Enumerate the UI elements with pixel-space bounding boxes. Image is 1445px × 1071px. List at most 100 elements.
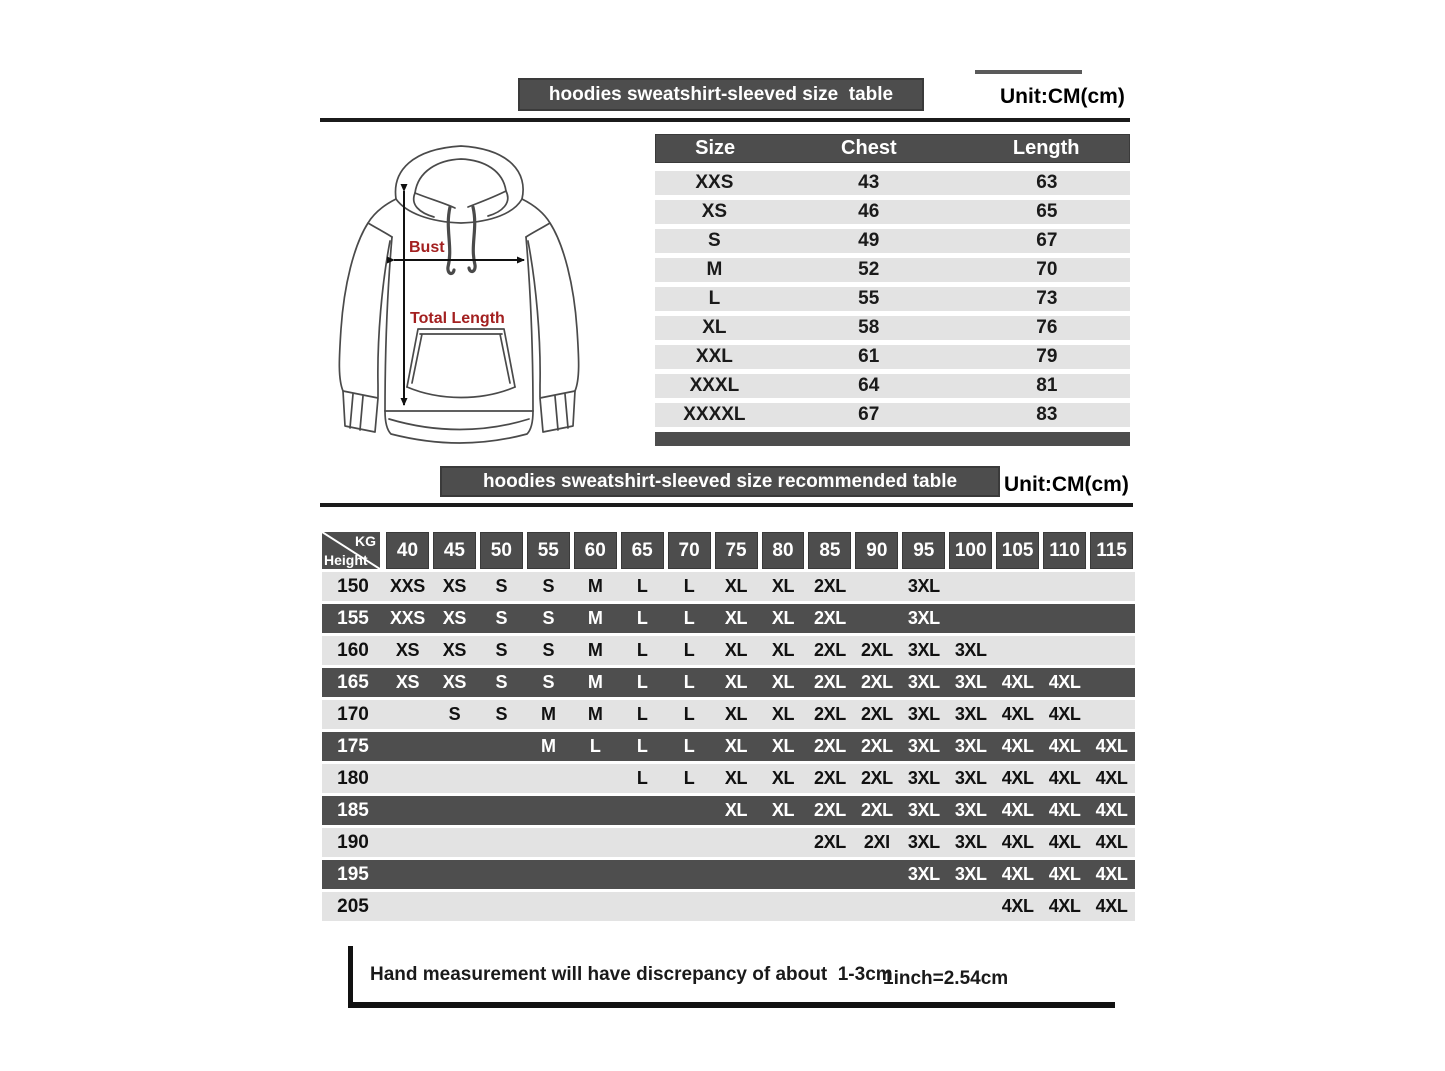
recommended-table-title: hoodies sweatshirt-sleeved size recommen… [482, 470, 958, 492]
recommended-size-cell: M [587, 608, 603, 628]
recommended-size-cell: XS [395, 640, 420, 660]
recommended-size-cell: 4XL [1048, 800, 1081, 820]
recommended-size-cell: XL [724, 736, 748, 756]
recommended-size-cell: S [542, 672, 555, 692]
recommended-size-cell: M [540, 704, 556, 724]
recommended-size-cell: S [542, 640, 555, 660]
recommended-table-header-row: KG Height 40 45 50 55 60 65 70 75 80 85 90 95 100 105… [322, 532, 1135, 569]
recommended-size-cell: XL [724, 672, 748, 692]
recommended-size-cell: 4XL [1001, 768, 1034, 788]
size-table-row: XL 58 76 [655, 316, 1130, 340]
length-cell: 79 [1036, 346, 1058, 367]
recommended-table-row: 165 XS XS S S M L L XL XL 2XL 2XL 3XL 3XL 4XL 4XL [322, 668, 1135, 697]
recommended-size-cell: L [636, 704, 648, 724]
size-cell: XL [702, 317, 727, 338]
recommended-size-cell: 2XL [860, 736, 893, 756]
size-table-row: XS 46 65 [655, 200, 1130, 224]
recommended-size-cell: M [587, 640, 603, 660]
recommended-table-row: 195 3XL 3XL 4XL 4XL 4XL [322, 860, 1135, 889]
hoodie-outline [338, 145, 580, 444]
length-cell: 81 [1036, 375, 1058, 396]
recommended-table-row: 170 S S M M L L XL XL 2XL 2XL 3XL 3XL 4XL 4XL [322, 700, 1135, 729]
size-table: Size Chest Length XXS 43 63 XS 46 65 S 49 67 M 52 7… [655, 134, 1130, 446]
divider-rule-2 [320, 503, 1133, 507]
recommended-size-cell: L [636, 672, 648, 692]
recommended-size-cell: XS [395, 672, 420, 692]
recommended-size-cell: 2XL [860, 768, 893, 788]
height-cell: 165 [337, 671, 369, 693]
recommended-size-cell: 4XL [1001, 672, 1034, 692]
recommended-size-cell: 3XL [907, 672, 940, 692]
recommended-size-cell: 4XL [1001, 896, 1034, 916]
recommended-size-cell: 2XL [814, 704, 846, 724]
recommended-size-cell: S [495, 608, 508, 628]
size-table-body: XXS 43 63 XS 46 65 S 49 67 M 52 70 L 55 73 XL 58 76 XXL 61 7… [655, 171, 1130, 427]
height-cell: 195 [337, 863, 369, 885]
recommended-size-cell: XL [771, 768, 795, 788]
height-cell: 180 [337, 767, 369, 789]
recommended-size-cell: L [636, 608, 648, 628]
length-cell: 83 [1036, 404, 1058, 425]
recommended-size-cell: XXS [390, 576, 425, 596]
kg-height-corner-cell: KG Height [322, 532, 380, 569]
recommended-size-cell: 3XL [907, 576, 940, 596]
recommended-size-cell: 2XL [814, 608, 846, 628]
weight-header-cell: 55 [526, 532, 570, 569]
recommended-size-cell: 3XL [954, 736, 987, 756]
recommended-size-cell: 4XL [1095, 832, 1128, 852]
recommended-size-cell: XL [771, 672, 795, 692]
weight-header-cell: 85 [808, 532, 852, 569]
recommended-size-cell: 2XL [814, 800, 846, 820]
size-cell: M [706, 259, 723, 280]
recommended-size-cell: S [542, 608, 555, 628]
recommended-size-cell: 2XL [814, 672, 846, 692]
chest-cell: 52 [858, 259, 880, 280]
unit-label-2: Unit:CM(cm) [1004, 473, 1129, 496]
recommended-size-cell: 4XL [1001, 800, 1034, 820]
recommended-size-cell: L [683, 768, 695, 788]
weight-header-cell: 40 [386, 532, 429, 569]
recommended-size-cell: 3XL [907, 608, 940, 628]
recommended-size-cell: L [683, 608, 695, 628]
recommended-size-cell: L [589, 736, 601, 756]
total-length-label: Total Length [410, 310, 505, 327]
inch-conversion-note: 1inch=2.54cm [883, 968, 1009, 989]
size-cell: XS [701, 201, 728, 222]
recommended-size-cell: XL [724, 704, 748, 724]
recommended-size-cell: XS [442, 640, 467, 660]
size-table-footer-bar [655, 432, 1130, 446]
weight-header-cell: 50 [479, 532, 523, 569]
recommended-size-cell: 3XL [954, 800, 987, 820]
recommended-size-cell: 4XL [1095, 768, 1128, 788]
corner-height-label: Height [324, 552, 368, 568]
recommended-size-cell: L [636, 736, 648, 756]
recommended-size-cell: S [495, 704, 508, 724]
recommended-size-cell: XL [724, 608, 748, 628]
recommended-size-cell: L [636, 576, 648, 596]
size-table-header: Size Chest Length [655, 134, 1130, 163]
recommended-size-cell: 4XL [1001, 832, 1034, 852]
weight-header-cell: 110 [1043, 532, 1087, 569]
recommended-size-cell: XL [771, 704, 795, 724]
chest-cell: 67 [858, 404, 880, 425]
column-header-chest: Chest [841, 137, 897, 159]
recommended-size-cell: 4XL [1048, 768, 1081, 788]
recommended-size-cell: 3XL [954, 864, 987, 884]
corner-diagonal-line [322, 532, 380, 569]
recommended-size-cell: S [448, 704, 461, 724]
height-cell: 170 [337, 703, 369, 725]
recommended-size-cell: 4XL [1001, 736, 1034, 756]
recommended-size-cell: 3XL [907, 640, 940, 660]
height-cell: 185 [337, 799, 369, 821]
recommended-size-cell: 2XI [863, 832, 890, 852]
size-cell: XXS [695, 172, 734, 193]
height-cell: 160 [337, 639, 369, 661]
chest-cell: 55 [858, 288, 880, 309]
length-cell: 73 [1036, 288, 1058, 309]
recommended-size-cell: 4XL [1048, 704, 1081, 724]
chest-cell: 46 [858, 201, 880, 222]
recommended-size-cell: 2XL [860, 640, 893, 660]
recommended-size-cell: 3XL [907, 704, 940, 724]
recommended-size-cell: 4XL [1095, 864, 1128, 884]
recommended-size-cell: M [587, 704, 603, 724]
